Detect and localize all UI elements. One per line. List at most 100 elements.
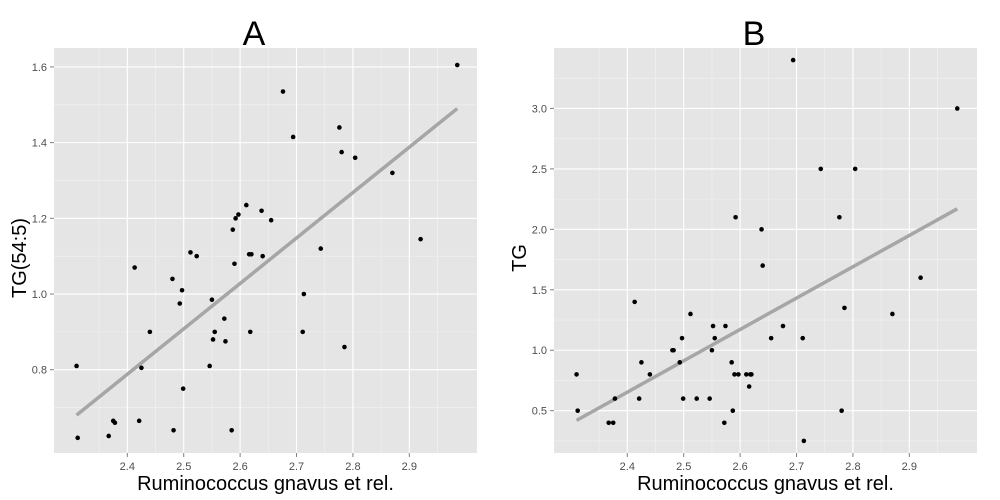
- chart-a-data-point: [147, 329, 153, 335]
- chart-b-data-point: [636, 396, 642, 401]
- chart-a-trend-line: [75, 107, 459, 417]
- chart-b-data-point: [736, 372, 741, 377]
- chart-a-x-tick-label: 2.4: [120, 461, 135, 473]
- chart-a-title: A: [243, 15, 266, 53]
- chart-b-data-point: [722, 420, 727, 426]
- chart-b-data-point: [760, 263, 765, 268]
- chart-a-y-tick-label: 1.4: [32, 138, 47, 150]
- chart-b-data-point: [852, 166, 858, 172]
- chart-a-plot-area: [54, 48, 477, 453]
- chart-a-data-point: [280, 89, 286, 94]
- chart-a-data-point: [230, 227, 236, 232]
- chart-b-data-point: [610, 420, 616, 426]
- chart-a-data-point: [260, 253, 265, 259]
- chart-b-data-point: [694, 396, 699, 401]
- chart-a-data-point: [112, 420, 118, 426]
- chart-b-x-tick-label: 2.6: [732, 461, 747, 473]
- chart-b-data-point: [612, 396, 618, 401]
- chart-b-plot-area: [554, 48, 977, 453]
- chart-b-data-point: [839, 408, 844, 413]
- chart-a-data-point: [209, 297, 215, 303]
- chart-b-data-point: [837, 214, 842, 220]
- chart-b-data-point: [723, 323, 728, 329]
- chart-b-data-point: [574, 372, 579, 377]
- chart-a-y-tick-label: 0.8: [32, 365, 47, 377]
- chart-b-data-point: [800, 335, 806, 341]
- chart-a-x-axis-label: Ruminococcus gnavus et rel.: [137, 473, 394, 495]
- chart-a-data-point: [418, 236, 423, 242]
- chart-a-data-point: [180, 386, 186, 391]
- chart-a-data-point: [177, 301, 183, 306]
- chart-a-data-point: [171, 427, 176, 433]
- chart-a-data-point: [236, 212, 241, 217]
- chart-b-data-point: [671, 347, 676, 353]
- chart-a-panel: 2.4 2.5 2.6 2.7 2.8 2.9 0.8 1.0 1.2 1.4 1.6 A Rumino…: [9, 15, 477, 495]
- chart-b-data-point: [680, 396, 686, 401]
- chart-a-data-point: [106, 433, 112, 439]
- chart-b-data-point: [709, 347, 715, 353]
- chart-a-data-point: [233, 216, 238, 221]
- chart-a-data-point: [75, 435, 80, 441]
- chart-a-x-tick-label: 2.5: [176, 461, 191, 473]
- chart-b-y-axis-label: TG: [509, 244, 531, 272]
- chart-a-data-point: [244, 202, 249, 208]
- chart-b-panel: 2.4 2.5 2.6 2.7 2.8 2.9 0.5 1.0 1.5 2.0 2.5 3.0 B Rum…: [509, 15, 977, 495]
- chart-a-y-tick-label: 1.6: [32, 62, 47, 74]
- chart-a-data-point: [223, 339, 228, 344]
- chart-b-data-point: [801, 438, 807, 444]
- chart-b-data-point: [647, 372, 653, 377]
- chart-b-data-point: [606, 420, 612, 426]
- chart-b-x-axis-label: Ruminococcus gnavus et rel.: [637, 473, 894, 495]
- chart-a-data-point: [454, 62, 460, 68]
- chart-a-data-point: [247, 329, 253, 335]
- chart-b-data-point: [688, 311, 693, 317]
- chart-a-data-point: [170, 276, 175, 282]
- chart-a-y-axis-label: TG(54:5): [9, 218, 31, 298]
- chart-b-title: B: [743, 15, 766, 53]
- chart-a-data-point: [132, 265, 137, 270]
- chart-a-data-point: [342, 344, 347, 350]
- chart-a-data-point: [301, 291, 307, 297]
- chart-b-data-point: [632, 299, 637, 305]
- chart-b-x-tick-label: 2.9: [902, 461, 917, 473]
- chart-b-data-point: [790, 57, 796, 63]
- chart-a-data-point: [318, 246, 324, 251]
- chart-a-data-point: [229, 427, 234, 433]
- chart-b-data-point: [918, 275, 923, 281]
- chart-a-data-point: [290, 134, 296, 140]
- chart-a-data-point: [259, 208, 264, 214]
- chart-b-data-point: [707, 396, 712, 401]
- chart-a-x-tick-label: 2.7: [289, 461, 304, 473]
- chart-b-data-point: [575, 408, 580, 413]
- chart-b-data-point: [730, 408, 736, 413]
- chart-b-y-tick-label: 3.0: [532, 103, 547, 115]
- chart-b-data-point: [842, 305, 847, 311]
- chart-b-data-point: [890, 311, 895, 317]
- chart-a-data-point: [74, 363, 79, 369]
- chart-a-data-point: [249, 251, 254, 257]
- chart-b-x-tick-label: 2.8: [845, 461, 860, 473]
- chart-b-data-point: [780, 323, 786, 329]
- chart-b-y-tick-label: 2.0: [532, 224, 547, 236]
- chart-a-data-point: [300, 329, 306, 335]
- chart-b-x-tick-label: 2.5: [676, 461, 691, 473]
- chart-a-data-point: [222, 316, 227, 321]
- chart-b-data-point: [746, 384, 752, 389]
- chart-b-y-tick-label: 1.5: [532, 285, 547, 297]
- chart-b-y-tick-label: 2.5: [532, 164, 547, 176]
- chart-b-data-point: [729, 360, 734, 365]
- chart-b-data-point: [768, 335, 774, 341]
- chart-a-data-point: [232, 261, 237, 267]
- chart-a-data-point: [207, 363, 212, 369]
- chart-a-data-point: [268, 217, 274, 223]
- chart-a-data-point: [188, 250, 193, 255]
- chart-a-y-tick-label: 1.0: [32, 289, 47, 301]
- chart-a-data-point: [179, 287, 185, 293]
- chart-b-data-point: [744, 372, 749, 377]
- chart-a-data-point: [390, 170, 395, 176]
- chart-a-data-point: [337, 125, 342, 130]
- chart-a-data-point: [339, 149, 344, 155]
- chart-b-data-point: [712, 335, 718, 341]
- chart-b-data-point: [677, 360, 683, 365]
